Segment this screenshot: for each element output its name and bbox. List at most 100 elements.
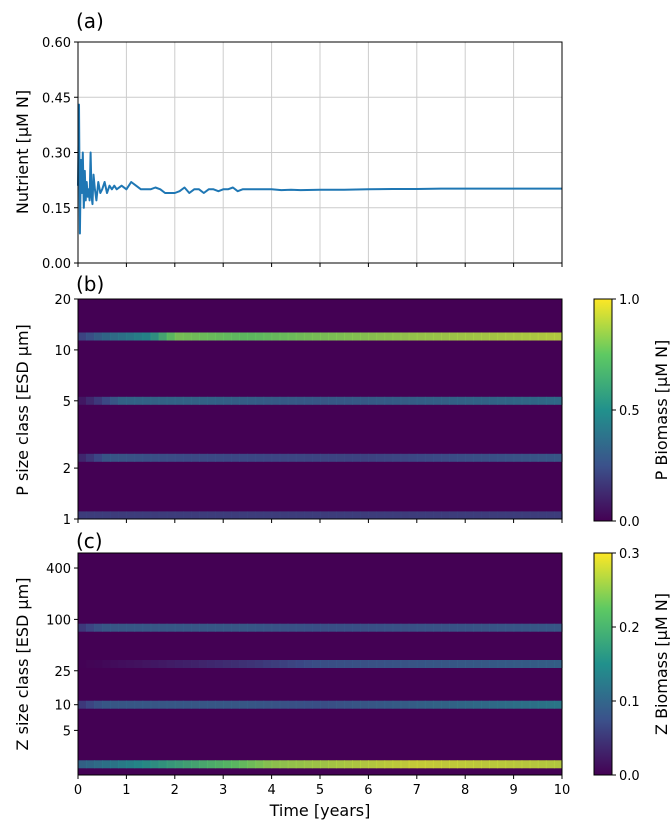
heatmap-cell [247, 660, 257, 668]
heatmap-cell [376, 760, 386, 769]
panel-b-yticks: 1 2 5 10 20 [54, 293, 78, 528]
heatmap-cell [489, 511, 499, 520]
colorbar-tick-label: 0.3 [619, 547, 640, 562]
heatmap-cell [473, 453, 482, 462]
heatmap-cell [279, 623, 289, 632]
heatmap-cell [424, 700, 434, 709]
heatmap-cell [190, 332, 200, 341]
heatmap-cell [126, 760, 136, 769]
heatmap-cell [545, 511, 555, 520]
heatmap-cell [376, 332, 386, 341]
heatmap-cell [336, 453, 345, 462]
heatmap-cell [449, 396, 458, 405]
heatmap-cell [271, 700, 281, 709]
heatmap-cell [174, 623, 184, 632]
heatmap-cell [190, 623, 200, 632]
heatmap-cell [449, 660, 458, 668]
heatmap-cell [190, 511, 200, 520]
heatmap-cell [336, 511, 345, 520]
heatmap-cell [118, 332, 127, 341]
heatmap-cell [86, 332, 95, 341]
heatmap-cell [134, 623, 144, 632]
heatmap-cell [279, 396, 289, 405]
heatmap-cell [376, 623, 386, 632]
heatmap-cell [545, 660, 555, 668]
heatmap-cell [215, 453, 224, 462]
heatmap-cell [279, 453, 289, 462]
heatmap-cell [497, 332, 507, 341]
heatmap-cell [207, 760, 216, 769]
heatmap-cell [126, 453, 136, 462]
heatmap-cell [158, 332, 168, 341]
heatmap-cell [392, 700, 402, 709]
heatmap-cell [110, 453, 119, 462]
heatmap-cell [166, 511, 176, 520]
heatmap-cell [537, 760, 547, 769]
heatmap-cell [303, 660, 313, 668]
heatmap-cell [392, 760, 402, 769]
heatmap-cell [352, 332, 361, 341]
heatmap-cell [311, 511, 321, 520]
heatmap-cell [553, 623, 563, 632]
heatmap-cell [102, 760, 111, 769]
heatmap-cell [102, 623, 111, 632]
heatmap-ytick-label: 20 [54, 293, 71, 308]
heatmap-cell [279, 511, 289, 520]
heatmap-cell [102, 396, 111, 405]
panel-c-heatmap [78, 553, 563, 775]
heatmap-cell [529, 511, 539, 520]
colorbar-tick-label: 0.0 [619, 515, 640, 530]
heatmap-cell [352, 453, 361, 462]
heatmap-cell [311, 760, 321, 769]
heatmap-cell [118, 660, 127, 668]
heatmap-cell [255, 623, 265, 632]
heatmap-cell [497, 700, 507, 709]
heatmap-cell [424, 453, 434, 462]
panel-a-ytick-label: 0.30 [42, 147, 71, 162]
heatmap-cell [182, 332, 192, 341]
heatmap-cell [521, 623, 531, 632]
heatmap-cell [303, 700, 313, 709]
heatmap-cell [239, 760, 248, 769]
heatmap-cell [553, 700, 563, 709]
heatmap-cell [513, 760, 523, 769]
heatmap-cell [207, 511, 216, 520]
heatmap-cell [118, 396, 127, 405]
heatmap-cell [521, 660, 531, 668]
heatmap-cell [416, 332, 426, 341]
heatmap-cell [513, 700, 523, 709]
heatmap-cell [287, 332, 297, 341]
heatmap-ytick-label: 400 [46, 562, 71, 577]
heatmap-cell [239, 700, 248, 709]
heatmap-cell [102, 453, 111, 462]
heatmap-ytick-label: 2 [63, 462, 71, 477]
heatmap-cell [457, 623, 466, 632]
heatmap-cell [190, 396, 200, 405]
heatmap-cell [150, 453, 160, 462]
heatmap-cell [473, 332, 482, 341]
heatmap-cell [182, 760, 192, 769]
heatmap-cell [86, 700, 95, 709]
heatmap-cell [400, 511, 410, 520]
heatmap-cell [207, 623, 216, 632]
panel-b: (b) P size class [ESD µm] 1 2 5 10 20 0.0 0.5… [13, 272, 670, 530]
heatmap-cell [78, 623, 87, 632]
panel-c-colorbar-ticks: 0.0 0.1 0.2 0.3 [612, 547, 640, 784]
heatmap-cell [473, 760, 482, 769]
heatmap-cell [279, 760, 289, 769]
heatmap-cell [481, 453, 490, 462]
heatmap-cell [110, 760, 119, 769]
heatmap-cell [545, 332, 555, 341]
heatmap-cell [279, 660, 289, 668]
heatmap-cell [352, 396, 361, 405]
heatmap-cell [368, 453, 378, 462]
heatmap-cell [384, 453, 394, 462]
heatmap-cell [94, 453, 103, 462]
heatmap-cell [255, 332, 265, 341]
heatmap-cell [78, 660, 87, 668]
heatmap-cell [271, 660, 281, 668]
heatmap-cell [344, 760, 353, 769]
heatmap-cell [231, 453, 240, 462]
